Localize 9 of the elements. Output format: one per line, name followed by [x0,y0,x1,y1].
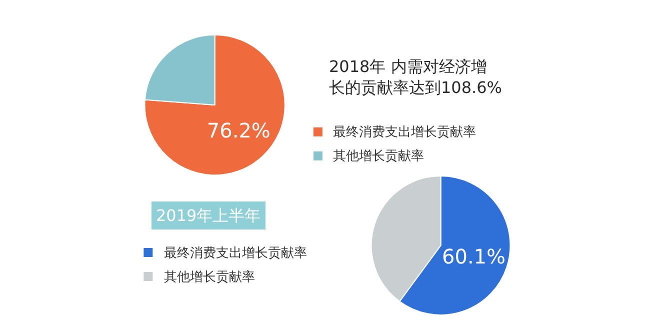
legend-label: 其他增长贡献率 [164,269,255,285]
data-label: 60.1% [442,244,506,268]
pie-slice [144,34,286,176]
legend-label: 最终消费支出增长贡献率 [164,245,307,261]
text: 2019年上半年 [156,206,261,225]
legend-label: 其他增长贡献率 [333,148,424,164]
data-label: 76.2% [206,118,270,143]
text: 2018年 内需对经济增长的贡献率达到108.6% [329,57,502,97]
legend-label: 最终消费支出增长贡献率 [333,124,476,140]
